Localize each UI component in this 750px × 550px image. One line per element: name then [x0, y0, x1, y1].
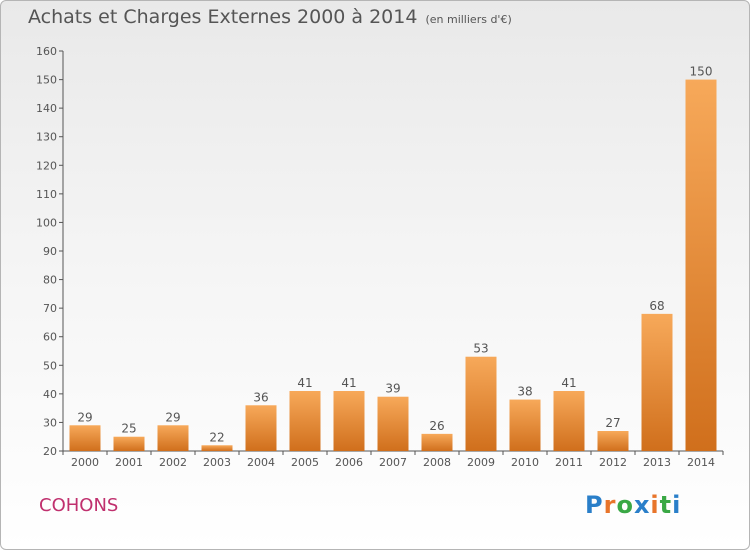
- bar-value-label: 22: [209, 430, 224, 444]
- x-tick-label: 2009: [467, 456, 495, 469]
- commune-name: COHONS: [39, 495, 119, 516]
- bar-value-label: 29: [77, 410, 92, 424]
- proxiti-logo[interactable]: Proxiti: [585, 491, 681, 519]
- bar-value-label: 41: [297, 376, 312, 390]
- bar-value-label: 26: [429, 419, 444, 433]
- chart-subtitle: (en milliers d'€): [425, 13, 512, 26]
- bar: [465, 356, 497, 451]
- y-axis: 20 30 40 50 60 70 80 90 100 110 120 130 140 150 160: [36, 45, 64, 458]
- logo-letter: t: [659, 491, 673, 519]
- bar-value-label: 39: [385, 382, 400, 396]
- x-tick-label: 2005: [291, 456, 319, 469]
- logo-letter: i: [650, 491, 660, 519]
- x-tick-label: 2003: [203, 456, 231, 469]
- bar-value-label: 68: [649, 299, 664, 313]
- bar-value-label: 29: [165, 410, 180, 424]
- y-tick-label: 20: [43, 445, 57, 458]
- bar-value-label: 41: [341, 376, 356, 390]
- logo-letter: o: [616, 491, 634, 519]
- y-tick-label: 30: [43, 416, 57, 429]
- bar: [553, 391, 585, 451]
- y-tick-label: 110: [36, 188, 57, 201]
- bar-value-label: 36: [253, 390, 268, 404]
- x-tick-label: 2012: [599, 456, 627, 469]
- bar-value-label: 150: [690, 65, 713, 79]
- x-tick-label: 2000: [71, 456, 99, 469]
- bar: [157, 425, 189, 451]
- x-tick-label: 2004: [247, 456, 275, 469]
- x-tick-label: 2002: [159, 456, 187, 469]
- bar: [685, 79, 717, 452]
- bar: [597, 431, 629, 451]
- logo-letter: r: [603, 491, 617, 519]
- y-tick-label: 40: [43, 388, 57, 401]
- x-tick-label: 2010: [511, 456, 539, 469]
- chart-title-block: Achats et Charges Externes 2000 à 2014 (e…: [28, 6, 512, 28]
- x-tick-label: 2006: [335, 456, 363, 469]
- bar-value-label: 41: [561, 376, 576, 390]
- x-tick-label: 2001: [115, 456, 143, 469]
- bar: [201, 445, 233, 451]
- bar-value-label: 38: [517, 385, 532, 399]
- x-tick-label: 2013: [643, 456, 671, 469]
- y-tick-label: 60: [43, 331, 57, 344]
- bar: [421, 433, 453, 451]
- bar: [69, 425, 101, 451]
- y-tick-label: 140: [36, 102, 57, 115]
- bar: [377, 396, 409, 451]
- bar: [245, 405, 277, 451]
- chart-title: Achats et Charges Externes 2000 à 2014: [28, 6, 418, 28]
- bar: [113, 436, 145, 451]
- bars-group: 29 25 29 22 36 41 41 39 26 53 38 41 27 68 150: [69, 65, 717, 452]
- bar-value-label: 53: [473, 342, 488, 356]
- y-tick-label: 50: [43, 359, 57, 372]
- x-tick-label: 2014: [687, 456, 715, 469]
- x-tick-label: 2011: [555, 456, 583, 469]
- x-axis: 2000 2001 2002 2003 2004 2005 2006 2007 2008 2009…: [62, 450, 724, 469]
- logo-letter: i: [672, 491, 682, 519]
- y-tick-label: 90: [43, 245, 57, 258]
- bar: [509, 399, 541, 451]
- y-tick-label: 150: [36, 74, 57, 87]
- y-tick-label: 130: [36, 131, 57, 144]
- y-tick-label: 80: [43, 274, 57, 287]
- y-tick-label: 160: [36, 45, 57, 58]
- y-tick-label: 70: [43, 302, 57, 315]
- bar-value-label: 25: [121, 422, 136, 436]
- logo-letter: x: [633, 491, 651, 519]
- y-tick-label: 120: [36, 159, 57, 172]
- x-tick-label: 2008: [423, 456, 451, 469]
- bar: [333, 391, 365, 451]
- y-tick-label: 100: [36, 216, 57, 229]
- bar: [289, 391, 321, 451]
- bar: [641, 313, 673, 451]
- bar-value-label: 27: [605, 416, 620, 430]
- logo-letter: P: [585, 491, 604, 519]
- x-tick-label: 2007: [379, 456, 407, 469]
